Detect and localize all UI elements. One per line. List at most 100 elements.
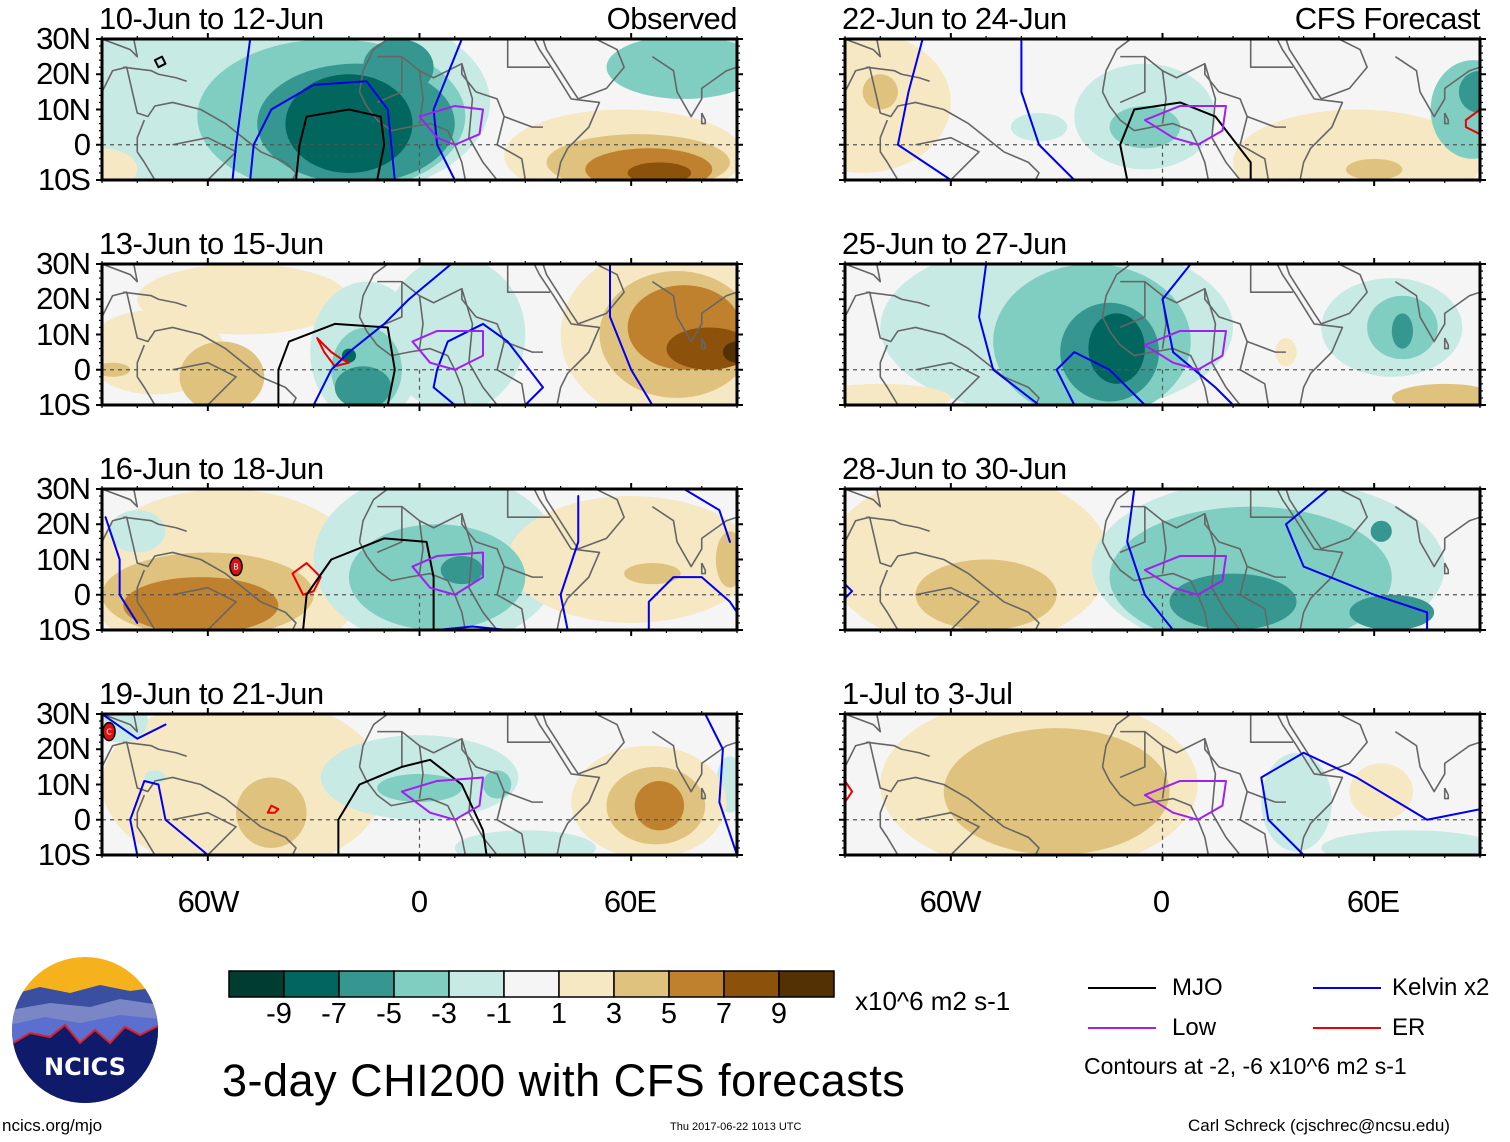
coastline [1101,766,1210,855]
panel-title: 10-Jun to 12-Jun [99,1,324,36]
x-tick-label-left-0: 0 [410,884,428,919]
coastline [700,112,707,125]
contour-mjo [302,537,435,630]
contour-er [291,562,322,596]
coastline [1101,714,1132,768]
legend-line-low [1088,1027,1156,1029]
anomaly-region [845,383,951,405]
panel-title: 28-Jun to 30-Jun [842,451,1067,486]
coastline [866,516,930,533]
country-border [915,586,980,630]
colorbar-tick-label: 7 [715,998,733,1030]
contour-kelvin-x2 [1161,264,1235,405]
contour-kelvin-x2 [231,39,252,180]
x-tick-label-left-60w: 60W [177,884,240,919]
contour-er [316,337,350,368]
y-tick-label: 30N [36,246,91,281]
contour-mjo [277,322,396,405]
anomaly-region [1321,830,1480,855]
contour-kelvin-x2 [1284,489,1429,630]
coastline [700,562,707,575]
country-border [1119,506,1146,554]
contour-mjo [1119,101,1252,180]
panel-title: 1-Jul to 3-Jul [842,676,1013,711]
y-tick-label: 0 [73,351,91,387]
country-border [1119,731,1146,779]
panel-title: 22-Jun to 24-Jun [842,1,1067,36]
country-border [496,791,527,855]
coastline [1394,730,1480,793]
country-border [1120,280,1286,353]
coastline [1443,562,1450,575]
contour-er [845,779,854,804]
contour-er [1464,108,1480,136]
country-border [496,341,527,405]
coastline [358,264,389,318]
anomaly-region [102,148,138,180]
coastline [102,291,297,405]
anomaly-region [1109,105,1181,149]
country-border [1120,505,1286,578]
coastline [1101,541,1210,630]
map-panel [839,483,1486,636]
country-border [418,520,424,574]
colorbar-swatch [338,970,395,998]
coastline [1197,714,1344,855]
colorbar-tick-label: -7 [321,998,347,1030]
contour-kelvin-x2 [1260,751,1480,855]
contour-kelvin-x2 [978,264,1041,405]
country-border [496,116,527,180]
anomaly-region [440,555,484,585]
coastline [123,291,187,308]
contour-kelvin-x2 [609,264,654,405]
contour-low [400,776,484,821]
coastline [542,714,625,775]
country-border [377,730,543,803]
panel-tag: CFS Forecast [1294,1,1481,36]
country-border [1249,39,1294,69]
y-tick-label: 10S [37,387,91,422]
contour-er [266,804,280,814]
anomaly-region [634,780,685,831]
coastline [1197,489,1344,630]
y-tick-label: 0 [73,576,91,612]
coastline [1101,489,1132,543]
y-tick-label: 20N [36,281,91,317]
map-panel: B [96,483,743,636]
country-border [1120,55,1286,128]
country-border [506,714,551,744]
country-border [418,295,424,349]
panel-title: 19-Jun to 21-Jun [99,676,324,711]
contour-low [418,104,484,146]
country-border [1249,714,1294,744]
coastline [358,766,467,855]
colorbar-tick-label: -9 [266,998,292,1030]
storm-label: C [106,728,112,737]
footer-url: ncics.org/mjo [2,1116,103,1135]
coastline [454,489,601,630]
contour-kelvin-x2 [1126,489,1175,630]
coastline [879,794,899,855]
country-border [418,745,424,799]
coastline [1197,39,1344,180]
anomaly-region [1233,109,1480,180]
country-border [1119,56,1146,104]
coastline [845,39,882,58]
colorbar-swatch [393,970,450,998]
legend-label-kelvin: Kelvin x2 [1392,974,1490,1001]
anomaly-region [454,830,596,855]
country-border [172,811,237,855]
y-tick-label: 10N [36,541,91,577]
contour-kelvin-x2 [129,779,209,855]
x-tick-label-left-60e: 60E [603,884,657,919]
anomaly-region [1169,573,1297,630]
country-border [1239,341,1270,405]
coastline [700,787,707,800]
coastline [102,489,139,508]
anomaly-region [1088,313,1145,384]
contour-kelvin-x2 [845,583,854,600]
anomaly-region [862,74,898,110]
y-tick-label: 0 [73,801,91,837]
panel-title: 13-Jun to 15-Jun [99,226,324,261]
map-panel: C [96,708,743,861]
